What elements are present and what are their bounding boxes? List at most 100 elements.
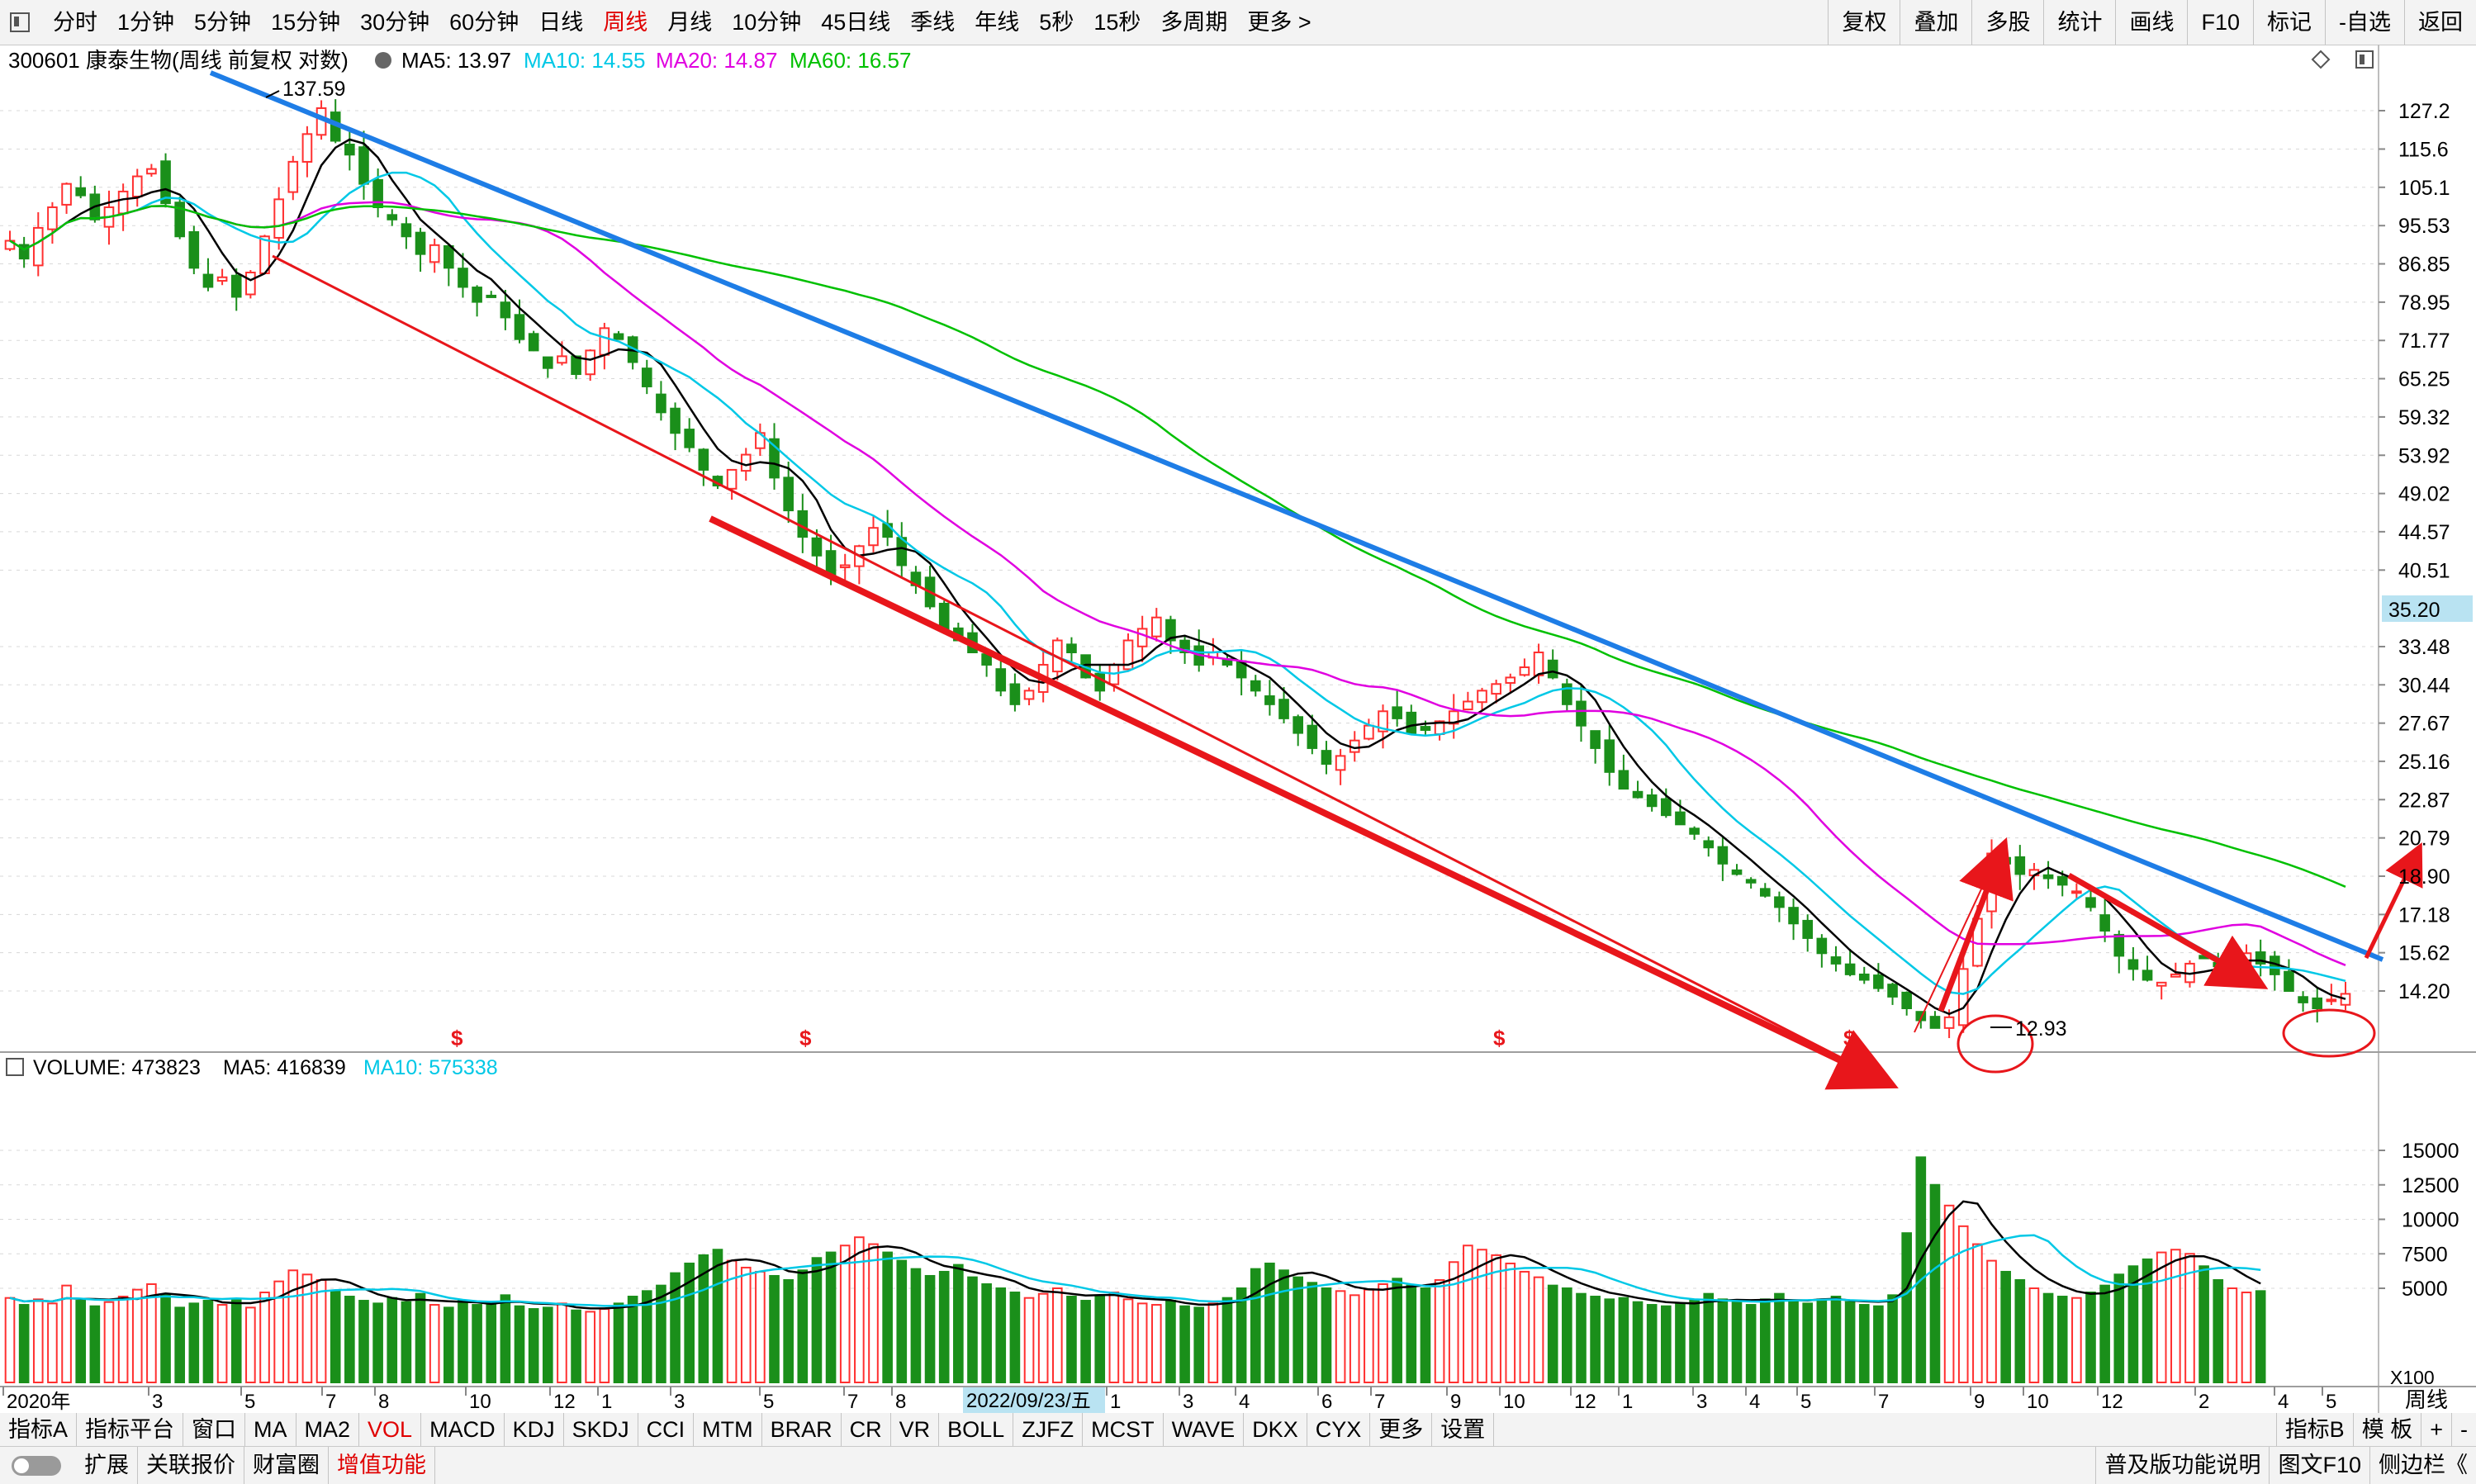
period-tab-7[interactable]: 周线	[603, 9, 648, 35]
low-price-label: 12.93	[2015, 1017, 2067, 1041]
period-tab-1[interactable]: 1分钟	[117, 9, 175, 35]
settings-dot-icon[interactable]	[375, 52, 391, 69]
volume-bar	[599, 1308, 610, 1384]
kline-chart[interactable]: $ $ $ $ 127.2 115.6 105.1 95.53 86.85 78.95 71.77…	[0, 45, 2476, 1413]
indicator-tab-3[interactable]: MA	[245, 1413, 296, 1446]
indicator-tab-1[interactable]: 指标平台	[77, 1413, 184, 1446]
volume-panel-icon[interactable]	[6, 1058, 24, 1076]
period-tab-8[interactable]: 月线	[667, 9, 713, 35]
function-tab-1[interactable]: 关联报价	[138, 1447, 244, 1484]
period-tab-14[interactable]: 15秒	[1093, 9, 1141, 35]
toolbar-button-4[interactable]: 画线	[2115, 0, 2187, 45]
indicator-tab-0[interactable]: 指标A	[0, 1413, 78, 1446]
candle-body	[726, 468, 738, 490]
volume-bar	[2227, 1287, 2238, 1383]
indicator-tab-15[interactable]: ZJFZ	[1013, 1413, 1084, 1446]
dividend-marker[interactable]: $	[1843, 1026, 1856, 1050]
toolbar-button-6[interactable]: 标记	[2253, 0, 2325, 45]
period-tab-4[interactable]: 30分钟	[360, 9, 430, 35]
indicator-right-button-2[interactable]: +	[2421, 1413, 2451, 1446]
indicator-right-button-1[interactable]: 模 板	[2352, 1413, 2421, 1446]
indicator-tab-8[interactable]: SKDJ	[564, 1413, 638, 1446]
function-right-button-2[interactable]: 侧边栏《	[2369, 1447, 2476, 1484]
indicator-tab-19[interactable]: CYX	[1307, 1413, 1371, 1446]
candle	[443, 244, 454, 287]
indicator-tab-18[interactable]: DKX	[1244, 1413, 1307, 1446]
candle-body	[585, 349, 596, 376]
function-tab-0[interactable]: 扩展	[76, 1447, 138, 1484]
candle-body	[1943, 1016, 1955, 1029]
candle-body	[1830, 956, 1842, 965]
indicator-tab-11[interactable]: BRAR	[762, 1413, 842, 1446]
period-tab-6[interactable]: 日线	[538, 9, 584, 35]
function-right-button-0[interactable]: 普及版功能说明	[2095, 1447, 2269, 1484]
period-tab-11[interactable]: 季线	[910, 9, 956, 35]
indicator-tab-2[interactable]: 窗口	[183, 1413, 246, 1446]
indicator-tab-5[interactable]: VOL	[359, 1413, 422, 1446]
period-tab-10[interactable]: 45日线	[821, 9, 891, 35]
period-tab-9[interactable]: 10分钟	[732, 9, 802, 35]
toolbar-button-7[interactable]: -自选	[2325, 0, 2404, 45]
toolbar-button-0[interactable]: 复权	[1828, 0, 1900, 45]
period-tab-12[interactable]: 年线	[975, 9, 1020, 35]
ma20-value: MA20: 14.87	[656, 48, 777, 73]
indicator-tab-4[interactable]: MA2	[296, 1413, 360, 1446]
indicator-tab-10[interactable]: MTM	[694, 1413, 762, 1446]
indicator-tab-7[interactable]: KDJ	[505, 1413, 564, 1446]
period-tab-15[interactable]: 多周期	[1160, 9, 1228, 35]
toolbar-button-1[interactable]: 叠加	[1900, 0, 1971, 45]
candle	[656, 381, 666, 421]
candle-body	[2298, 996, 2308, 1003]
moving-average-lines	[9, 138, 2346, 1016]
indicator-tab-12[interactable]: CR	[842, 1413, 891, 1446]
period-tab-0[interactable]: 分时	[53, 9, 97, 35]
volume-bar	[315, 1278, 327, 1383]
toolbar-button-8[interactable]: 返回	[2404, 0, 2476, 45]
candle	[2071, 883, 2082, 898]
period-tab-3[interactable]: 15分钟	[271, 9, 341, 35]
volume-bar	[1221, 1297, 1233, 1383]
candle	[2014, 845, 2026, 890]
indicator-tab-13[interactable]: VR	[891, 1413, 940, 1446]
dividend-marker[interactable]: $	[1493, 1026, 1506, 1050]
candle-body	[160, 160, 171, 205]
volume-bar	[500, 1294, 511, 1383]
function-tab-3[interactable]: 增值功能	[329, 1447, 435, 1484]
dividend-marker[interactable]: $	[799, 1026, 812, 1050]
window-layout-icon[interactable]	[10, 12, 30, 32]
candle	[783, 461, 794, 524]
toolbar-button-5[interactable]: F10	[2187, 0, 2253, 45]
diamond-icon[interactable]	[2311, 50, 2331, 69]
volume-bar	[1009, 1292, 1021, 1384]
period-tab-13[interactable]: 5秒	[1039, 9, 1074, 35]
indicator-tab-6[interactable]: MACD	[421, 1413, 505, 1446]
candle-body	[1505, 676, 1516, 684]
dividend-marker[interactable]: $	[451, 1026, 463, 1050]
indicator-right-button-0[interactable]: 指标B	[2275, 1413, 2353, 1446]
indicator-tab-16[interactable]: MCST	[1083, 1413, 1164, 1446]
function-tab-2[interactable]: 财富圈	[244, 1447, 329, 1484]
candle	[613, 330, 624, 340]
period-tab-2[interactable]: 5分钟	[194, 9, 252, 35]
time-tick-label: 6	[1321, 1391, 1332, 1413]
candle	[1731, 864, 1743, 876]
volume-ma10: MA10: 575338	[363, 1056, 498, 1079]
volume-bar	[415, 1292, 426, 1384]
layout-toggle[interactable]	[12, 1455, 61, 1476]
function-right-button-1[interactable]: 图文F10	[2269, 1447, 2369, 1484]
price-tick-label: 40.51	[2398, 559, 2450, 582]
indicator-tab-17[interactable]: WAVE	[1164, 1413, 1245, 1446]
indicator-tab-20[interactable]: 更多	[1370, 1413, 1433, 1446]
indicator-tab-14[interactable]: BOLL	[939, 1413, 1014, 1446]
volume-bar	[2071, 1297, 2082, 1383]
period-tab-16[interactable]: 更多 >	[1247, 9, 1312, 35]
toolbar-button-2[interactable]: 多股	[1971, 0, 2043, 45]
candle-body	[684, 429, 695, 448]
toolbar-button-3[interactable]: 统计	[2043, 0, 2115, 45]
indicator-tab-9[interactable]: CCI	[638, 1413, 695, 1446]
indicator-tab-21[interactable]: 设置	[1432, 1413, 1495, 1446]
period-tab-5[interactable]: 60分钟	[449, 9, 519, 35]
indicator-right-button-3[interactable]: -	[2451, 1413, 2476, 1446]
panel-toggle-icon[interactable]	[2355, 50, 2374, 69]
candle-body	[387, 214, 398, 220]
